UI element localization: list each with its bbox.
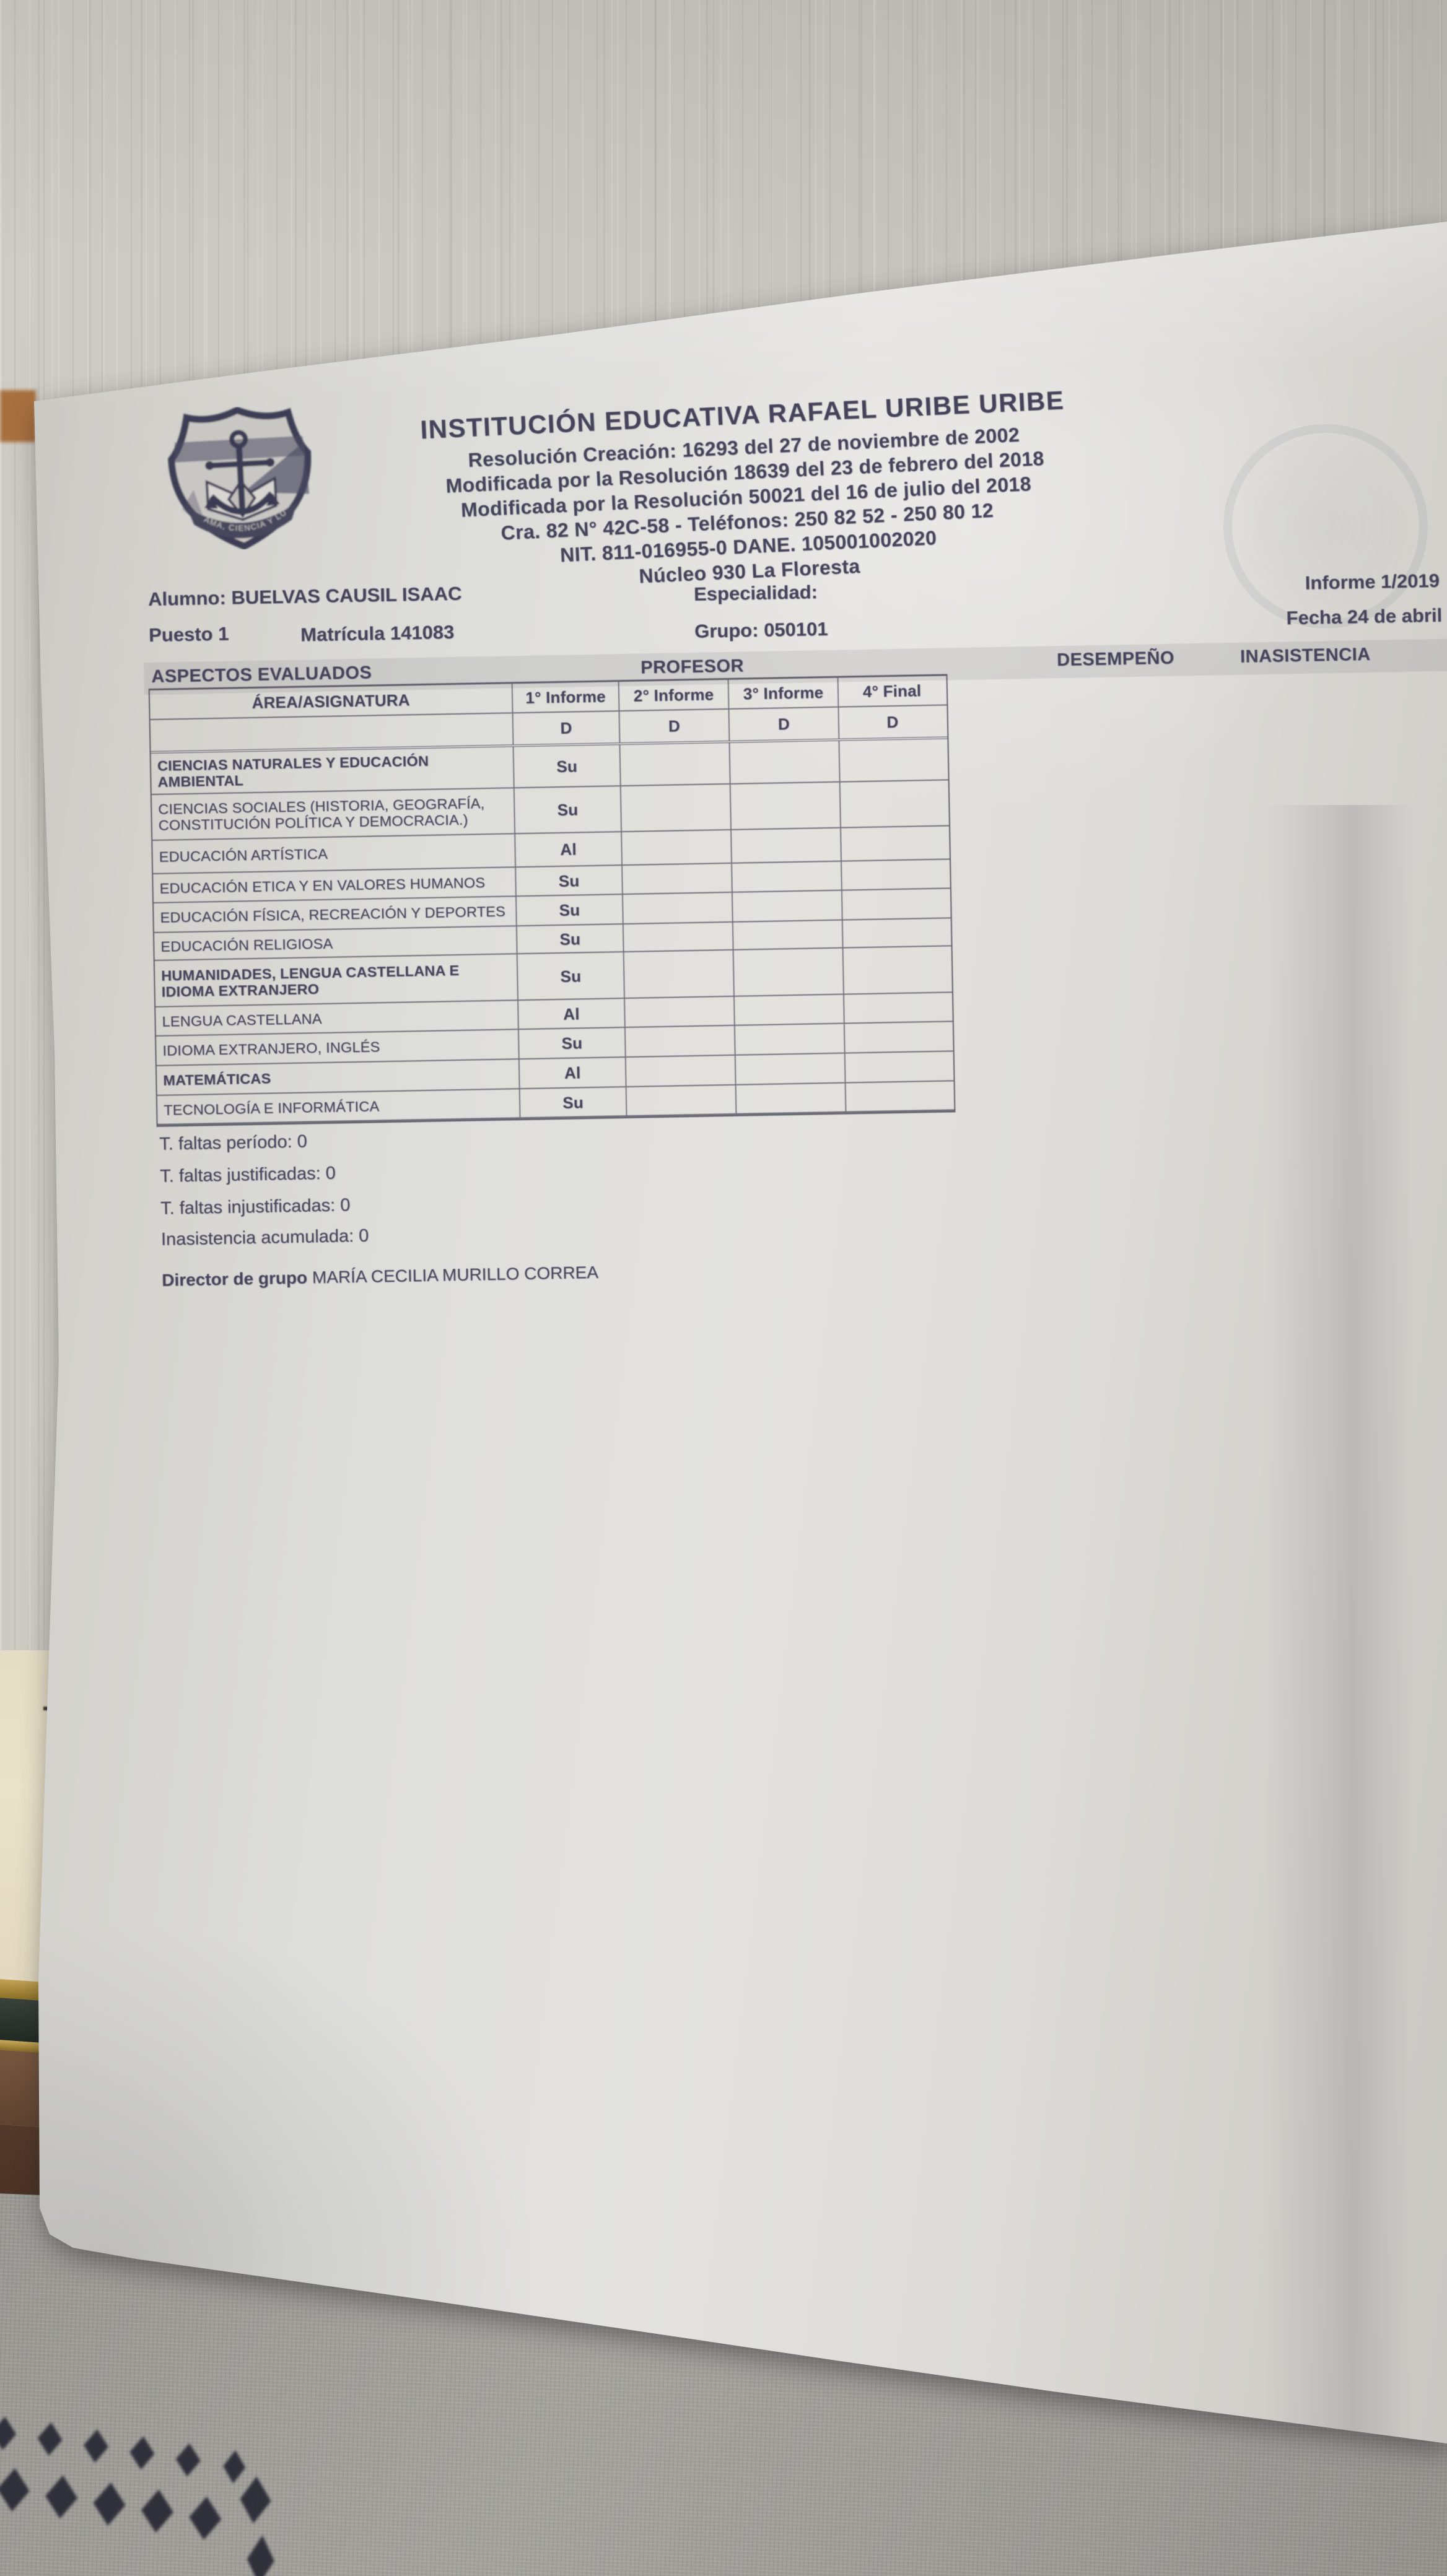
grade-cell [624,950,735,998]
area-cell: HUMANIDADES, LENGUA CASTELLANA E IDIOMA … [154,954,519,1006]
grades-table: ÁREA/ASIGNATURA 1° Informe 2° Informe 3°… [148,674,956,1127]
band-desempeno: DESEMPEÑO [1056,648,1175,671]
area-cell: EDUCACIÓN FÍSICA, RECREACIÓN Y DEPORTES [154,897,517,932]
grade-cell [733,948,844,996]
group-line: Grupo: 050101 [694,618,828,643]
grade-cell [846,1051,953,1082]
grade-cell [733,920,844,949]
grade-cell [732,861,842,892]
group-value: 050101 [763,617,828,641]
grade-cell [844,993,951,1022]
group-label: Grupo: [694,619,759,642]
grade-cell [623,922,734,952]
grade-cell [623,863,733,894]
grade-cell [841,826,948,860]
grade-cell: Su [514,745,621,788]
grade-cell [625,1025,736,1057]
period-header-cell: 4° Final [862,681,922,701]
rank: Puesto 1 [148,622,229,646]
background-object [0,390,36,442]
student-name: BUELVAS CAUSIL ISAAC [231,582,462,609]
grade-cell: Al [515,832,623,867]
grade-cell [843,918,950,947]
subheader-cell: D [513,711,621,745]
enrollment-id: Matrícula 141083 [300,620,455,646]
director-line: Director de grupo MARÍA CECILIA MURILLO … [162,1263,598,1290]
paper-fold-shadow [1264,805,1412,2443]
subheader-cell: D [886,712,899,732]
grade-cell [735,1024,846,1055]
student-line: Alumno: BUELVAS CAUSIL ISAAC [148,583,462,611]
grade-cell [620,742,731,786]
school-crest: AMA, CIENCIA Y LUZ [165,403,312,550]
grade-cell: Su [520,1087,627,1118]
band-inasistencia: INASISTENCIA [1239,644,1371,667]
grade-cell: Al [519,1058,627,1089]
area-header-cell: ÁREA/ASIGNATURA [149,684,514,720]
grade-cell [625,996,735,1027]
grade-cell [730,741,841,783]
grade-cell [735,1053,846,1084]
empty-cell [150,713,514,751]
lace-pattern [0,2416,274,2576]
area-cell: EDUCACIÓN ETICA Y EN VALORES HUMANOS [153,868,517,902]
grade-cell [622,830,733,865]
director-name: MARÍA CECILIA MURILLO CORREA [312,1262,599,1287]
period-header-cell: 1° Informe [512,682,620,713]
absences-justified: T. faltas justificadas: 0 [159,1163,336,1186]
grade-cell [730,782,842,829]
grade-cell: Su [517,925,624,954]
grade-cell [842,859,949,889]
grade-cell: Su [516,866,623,896]
grade-cell [626,1055,737,1087]
subheader-cell: D [619,709,730,743]
grade-cell [845,1022,952,1052]
grade-cell [842,889,950,919]
grade-cell [626,1085,737,1116]
area-cell: CIENCIAS NATURALES Y EDUCACIÓN AMBIENTAL [151,747,515,794]
period-header-cell: 3° Informe [728,677,839,708]
grade-cell: Su [518,1028,626,1059]
grade-cell: Al [518,999,626,1029]
grade-cell: Su [516,895,624,926]
director-label: Director de grupo [161,1268,308,1290]
absences-period: T. faltas período: 0 [159,1131,308,1154]
letterhead: INSTITUCIÓN EDUCATIVA RAFAEL URIBE URIBE… [346,382,1146,602]
grade-cell [621,784,732,832]
area-cell: TECNOLOGÍA E INFORMÁTICA [157,1089,521,1124]
period-header-cell: 2° Informe [619,679,730,711]
area-cell: MATEMÁTICAS [156,1060,520,1095]
band-aspectos: ASPECTOS EVALUADOS [151,663,372,687]
grade-cell [844,946,951,993]
absences-unjustified: T. faltas injustificadas: 0 [160,1195,351,1219]
report-date: Fecha 24 de abril de [1286,604,1447,629]
student-label: Alumno: [147,586,227,611]
grade-cell [841,780,948,827]
grade-cell: Su [514,786,623,833]
grade-cell [839,739,946,781]
grade-cell [846,1081,953,1111]
area-cell: EDUCACIÓN ARTÍSTICA [152,834,517,873]
area-cell: IDIOMA EXTRANJERO, INGLÉS [156,1030,520,1065]
grade-cell [732,828,842,863]
grade-cell [736,1083,847,1113]
grade-cell [623,892,733,924]
report-number: Informe 1/2019 [1305,569,1440,594]
grade-cell: Su [517,952,625,1000]
area-cell: CIENCIAS SOCIALES (HISTORIA, GEOGRAFÍA, … [151,788,516,840]
grade-cell [735,994,845,1025]
area-cell: LENGUA CASTELLANA [155,1001,519,1035]
absences-accumulated: Inasistencia acumulada: 0 [160,1225,369,1250]
grade-cell [732,890,843,921]
specialty-label: Especialidad: [693,581,818,605]
subheader-cell: D [729,707,840,741]
band-profesor: PROFESOR [640,656,745,678]
